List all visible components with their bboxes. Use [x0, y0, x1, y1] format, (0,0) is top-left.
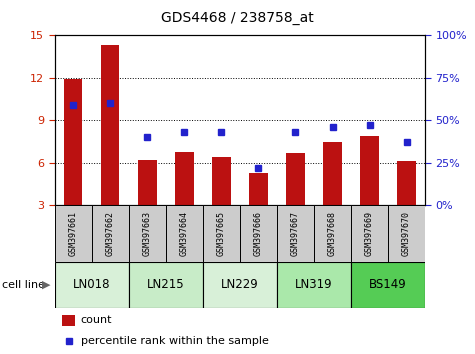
Text: ▶: ▶	[42, 280, 51, 290]
Bar	[314, 205, 351, 262]
Bar	[129, 205, 166, 262]
Bar	[212, 157, 231, 205]
Text: percentile rank within the sample: percentile rank within the sample	[81, 336, 268, 346]
Text: GDS4468 / 238758_at: GDS4468 / 238758_at	[161, 11, 314, 25]
Bar	[277, 205, 314, 262]
Bar	[351, 262, 425, 308]
Bar	[388, 205, 425, 262]
Bar	[277, 262, 351, 308]
Bar	[323, 142, 342, 205]
Bar	[101, 45, 120, 205]
Text: GSM397666: GSM397666	[254, 211, 263, 256]
Bar	[129, 262, 203, 308]
Text: LN229: LN229	[221, 279, 259, 291]
Bar	[55, 262, 129, 308]
Bar	[138, 160, 157, 205]
Text: BS149: BS149	[369, 279, 407, 291]
Bar	[203, 262, 277, 308]
Bar	[361, 136, 379, 205]
Bar	[62, 315, 75, 326]
Bar	[175, 152, 194, 205]
Text: GSM397670: GSM397670	[402, 211, 411, 256]
Text: GSM397668: GSM397668	[328, 211, 337, 256]
Bar	[351, 205, 388, 262]
Text: GSM397669: GSM397669	[365, 211, 374, 256]
Bar	[240, 205, 277, 262]
Text: GSM397661: GSM397661	[69, 211, 77, 256]
Bar	[203, 205, 240, 262]
Text: GSM397665: GSM397665	[217, 211, 226, 256]
Text: GSM397662: GSM397662	[106, 211, 114, 256]
Text: GSM397663: GSM397663	[143, 211, 152, 256]
Bar	[249, 173, 267, 205]
Bar	[92, 205, 129, 262]
Text: cell line: cell line	[2, 280, 46, 290]
Text: LN215: LN215	[147, 279, 185, 291]
Text: LN018: LN018	[73, 279, 110, 291]
Bar	[64, 79, 83, 205]
Text: GSM397667: GSM397667	[291, 211, 300, 256]
Bar	[397, 161, 416, 205]
Text: GSM397664: GSM397664	[180, 211, 189, 256]
Bar	[286, 153, 305, 205]
Text: count: count	[81, 315, 112, 325]
Bar	[55, 205, 92, 262]
Bar	[166, 205, 203, 262]
Text: LN319: LN319	[295, 279, 333, 291]
